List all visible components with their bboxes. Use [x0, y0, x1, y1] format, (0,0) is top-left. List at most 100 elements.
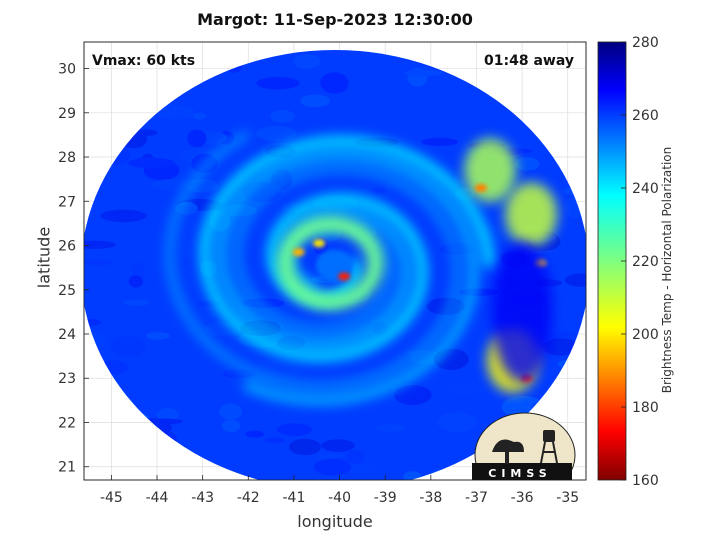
texture-patch: [564, 273, 586, 287]
x-tick-label: -41: [282, 490, 305, 506]
texture-patch: [143, 160, 180, 181]
texture-patch: [264, 437, 286, 444]
texture-patch: [370, 187, 387, 194]
texture-patch: [256, 76, 300, 90]
texture-patch: [276, 423, 312, 437]
texture-patch: [192, 112, 207, 120]
texture-patch: [219, 130, 235, 145]
texture-patch: [157, 104, 195, 120]
cold-spot: [292, 248, 305, 257]
texture-patch: [437, 412, 477, 433]
texture-patch: [151, 179, 193, 191]
texture-patch: [349, 464, 375, 475]
texture-patch: [440, 242, 475, 256]
x-tick-label: -43: [191, 490, 214, 506]
convective-band: [464, 138, 517, 203]
texture-patch: [178, 238, 191, 260]
logo-text: CIMSS: [488, 467, 551, 480]
convective-band: [505, 182, 558, 247]
texture-patch: [332, 456, 352, 473]
logo-band: [472, 463, 572, 480]
spiral-band: [167, 132, 460, 389]
texture-patch: [317, 453, 347, 461]
logo-dish-stand: [505, 450, 509, 464]
x-tick-label: -40: [328, 490, 351, 506]
cimss-logo: CIMSS: [472, 412, 576, 480]
texture-patch: [346, 450, 365, 464]
x-axis-label: longitude: [297, 512, 373, 531]
texture-patch: [542, 338, 579, 356]
x-tick-label: -38: [419, 490, 442, 506]
y-tick-label: 29: [58, 106, 76, 122]
colorbar-tick-label: 220: [632, 254, 659, 270]
texture-patch: [187, 129, 207, 148]
time-away-annotation: 01:48 away: [484, 53, 574, 69]
x-tick-label: -37: [465, 490, 488, 506]
y-tick-label: 26: [58, 239, 76, 255]
x-tick-label: -42: [237, 490, 260, 506]
logo-dish-icon: [492, 439, 524, 452]
texture-patch: [293, 54, 321, 69]
eyewall: [277, 216, 384, 311]
y-axis-label: latitude: [34, 226, 54, 289]
y-tick-label: 22: [58, 415, 76, 431]
colorbar-tick-label: 240: [632, 181, 659, 197]
colorbar-tick-label: 180: [632, 400, 659, 416]
texture-patch: [84, 240, 116, 249]
cold-spot: [313, 239, 326, 248]
texture-patch: [145, 332, 170, 340]
warm-gap: [492, 241, 553, 382]
texture-patch: [221, 419, 241, 433]
storm-features: [277, 138, 558, 393]
texture-patch: [458, 288, 499, 296]
texture-patch: [128, 275, 144, 288]
axis-ticks: -45 -44 -43 -42 -41 -40 -39 -38 -37 -36 -35 21 22 23 2…: [58, 62, 579, 506]
x-tick-label: -36: [511, 490, 534, 506]
texture-patch: [426, 297, 466, 315]
x-tick-label: -44: [146, 490, 169, 506]
x-tick-label: -39: [374, 490, 397, 506]
texture-patch: [141, 153, 155, 169]
texture-patch: [245, 430, 264, 438]
texture-patch: [127, 157, 175, 169]
colorbar-tick-label: 260: [632, 108, 659, 124]
texture-patch: [447, 381, 485, 397]
texture-patch: [514, 157, 540, 171]
y-tick-label: 27: [58, 194, 76, 210]
y-tick-label: 23: [58, 371, 76, 387]
texture-patch: [404, 69, 444, 77]
y-tick-label: 21: [58, 460, 76, 476]
texture-patch: [132, 261, 145, 280]
y-tick-label: 25: [58, 283, 76, 299]
texture-patch: [289, 438, 321, 456]
texture-patch: [393, 384, 432, 405]
logo-tower-tank-icon: [543, 430, 555, 442]
texture-patch: [84, 259, 115, 266]
texture-patch: [256, 126, 297, 142]
texture-patch: [241, 298, 285, 308]
texture-patch: [421, 137, 459, 146]
texture-patch: [100, 209, 147, 223]
colorbar-tick-label: 280: [632, 35, 659, 51]
vmax-annotation: Vmax: 60 kts: [92, 53, 196, 69]
texture-patch: [321, 439, 355, 452]
texture-patch: [193, 131, 228, 145]
logo-disc: [474, 412, 576, 480]
texture-patch: [376, 424, 406, 432]
texture-patch: [146, 418, 183, 425]
cold-spot: [475, 184, 488, 192]
x-tick-label: -45: [100, 490, 123, 506]
texture-patch: [219, 403, 242, 420]
colorbar-tick-label: 200: [632, 327, 659, 343]
y-tick-label: 24: [58, 327, 76, 343]
texture-patch: [320, 72, 349, 94]
texture-patch: [263, 409, 285, 420]
texture-patch: [407, 68, 428, 87]
logo-tower-legs: [540, 441, 558, 464]
texture-patch: [110, 335, 147, 357]
x-tick-label: -35: [556, 490, 579, 506]
colorbar-label-text: Brightness Temp - Horizontal Polarizatio…: [660, 146, 674, 394]
y-tick-label: 30: [58, 62, 76, 78]
texture-patch: [270, 110, 295, 123]
chart-title: Margot: 11-Sep-2023 12:30:00: [197, 10, 473, 29]
